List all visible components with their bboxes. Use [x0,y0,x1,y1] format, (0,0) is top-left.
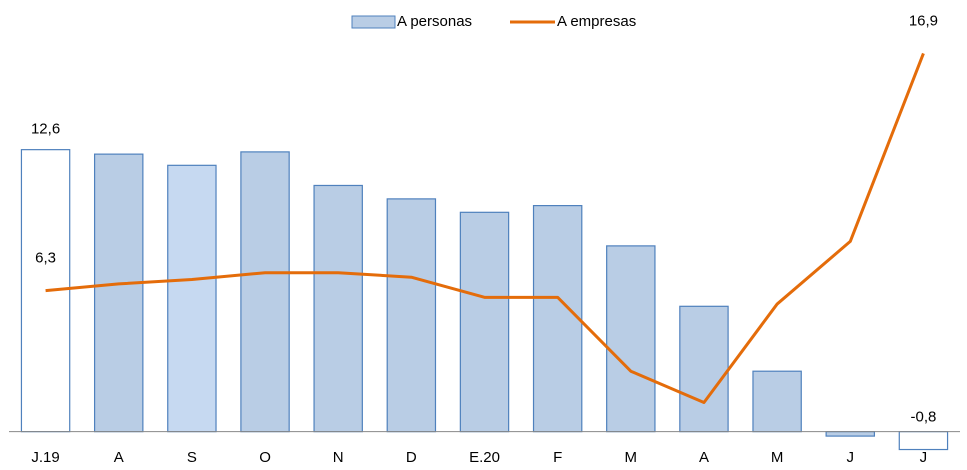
x-tick-label: J [920,449,928,465]
x-tick-label: N [333,449,344,465]
bar [313,184,363,433]
bar [240,151,290,433]
x-tick-label: A [699,449,709,465]
data-label: 16,9 [909,12,938,29]
x-tick-label: M [625,449,638,465]
legend-swatch-bar [351,15,396,29]
legend-label: A empresas [557,13,636,30]
data-label: 12,6 [31,121,60,138]
legend: A personas A empresas [351,13,636,30]
x-tick-label: J [847,449,855,465]
bar [93,153,144,433]
x-tick-label: A [114,449,124,465]
bar [459,211,510,433]
x-tick-label: S [187,449,197,465]
x-tick-label: J.19 [31,449,59,465]
x-tick-label: M [771,449,784,465]
bar [532,205,583,433]
bar [167,164,217,433]
data-label: -0,8 [910,409,936,426]
legend-label: A personas [397,13,472,30]
bar [898,431,949,451]
line [45,52,925,405]
x-tick-label: E.20 [469,449,500,465]
bar [679,305,729,433]
x-tick-label: O [259,449,271,465]
data-label: 6,3 [35,250,56,267]
x-tick-label: D [406,449,417,465]
bar [825,431,876,437]
bar [752,370,802,433]
bar [386,198,437,433]
bar [606,245,656,433]
x-tick-label: F [553,449,562,465]
